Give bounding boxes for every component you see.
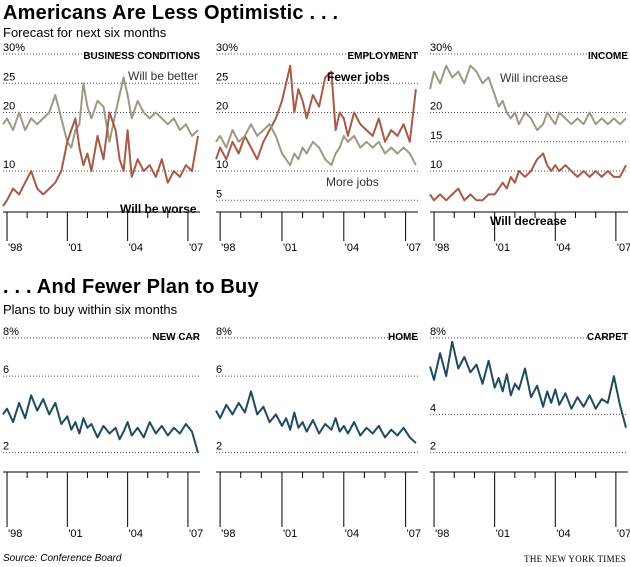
y-tick-label-home-1: 6	[216, 364, 222, 376]
x-tick-label-income-0: '98	[435, 242, 449, 254]
chart-title-income: INCOME	[588, 51, 628, 62]
x-tick-label-carpet-0: '98	[435, 528, 449, 540]
y-tick-label-business-3: 10	[3, 159, 15, 171]
y-tick-label-newcar-2: 2	[3, 441, 9, 453]
series-line-carpet-0	[429, 340, 627, 429]
y-tick-label-income-3: 10	[430, 159, 442, 171]
y-tick-label-income-2: 15	[430, 130, 442, 142]
x-tick-label-income-1: '01	[496, 242, 510, 254]
publisher-credit: THE NEW YORK TIMES	[524, 554, 626, 564]
x-tick-label-carpet-2: '04	[556, 528, 570, 540]
y-tick-label-income-0: 30%	[430, 42, 452, 54]
chart-panel-business: 30% 25 20 10 BUSINESS CONDITIONS '98 '01 '04 '07…	[2, 42, 203, 254]
x-tick-label-home-0: '98	[221, 528, 235, 540]
series-line-income-0	[429, 64, 627, 132]
series-line-employment-0	[215, 64, 417, 161]
x-tick-label-income-2: '04	[556, 242, 570, 254]
annotation-business-1: Will be worse	[120, 202, 197, 216]
y-tick-label-carpet-1: 4	[430, 402, 436, 414]
chart-title-employment: EMPLOYMENT	[347, 51, 418, 62]
x-tick-label-employment-2: '04	[345, 242, 359, 254]
subhead-forecast: Forecast for next six months	[3, 25, 167, 40]
y-tick-label-employment-4: 5	[216, 188, 222, 200]
y-tick-label-home-0: 8%	[216, 326, 232, 338]
y-tick-label-income-1: 20	[430, 101, 442, 113]
series-line-income-1	[429, 152, 627, 202]
headline-plans: . . . And Fewer Plan to Buy	[3, 276, 259, 298]
forecast-charts: 30% 25 20 10 BUSINESS CONDITIONS '98 '01 '04 '07…	[2, 42, 630, 254]
x-tick-label-newcar-1: '01	[68, 528, 82, 540]
series-line-employment-1	[215, 123, 417, 167]
x-tick-label-newcar-3: '07	[189, 528, 203, 540]
chart-panel-income: 30% 20 15 10 INCOME '98 '01 '04 '07 Will increase…	[429, 42, 630, 254]
annotation-employment-0: Fewer jobs	[327, 70, 390, 84]
x-tick-label-income-3: '07	[617, 242, 630, 254]
x-tick-label-business-3: '07	[189, 242, 203, 254]
y-tick-label-employment-0: 30%	[216, 42, 238, 54]
y-tick-label-employment-1: 25	[216, 71, 228, 83]
annotation-income-0: Will increase	[500, 71, 568, 85]
series-line-business-0	[2, 76, 199, 149]
series-line-newcar-0	[2, 394, 199, 453]
y-tick-label-home-2: 2	[216, 441, 222, 453]
y-tick-label-business-1: 25	[3, 71, 15, 83]
x-tick-label-employment-1: '01	[283, 242, 297, 254]
y-tick-label-business-0: 30%	[3, 42, 25, 54]
y-tick-label-carpet-0: 8%	[430, 326, 446, 338]
y-tick-label-carpet-2: 2	[430, 441, 436, 453]
x-tick-label-carpet-3: '07	[617, 528, 630, 540]
annotation-employment-1: More jobs	[326, 175, 379, 189]
chart-panel-employment: 30% 25 20 10 5 EMPLOYMENT '98 '01 '04 '07 Fewer jo…	[215, 42, 421, 254]
y-tick-label-newcar-1: 6	[3, 364, 9, 376]
y-tick-label-business-2: 20	[3, 101, 15, 113]
headline-optimism: Americans Are Less Optimistic . . .	[3, 2, 339, 24]
source-note: Source: Conference Board	[3, 553, 122, 564]
chart-title-home: HOME	[388, 332, 418, 343]
y-tick-label-employment-2: 20	[216, 101, 228, 113]
annotation-income-1: Will decrease	[490, 214, 567, 228]
x-tick-label-employment-0: '98	[221, 242, 235, 254]
x-tick-label-newcar-2: '04	[129, 528, 143, 540]
chart-title-newcar: NEW CAR	[152, 332, 201, 343]
x-tick-label-home-1: '01	[283, 528, 297, 540]
y-tick-label-newcar-0: 8%	[3, 326, 19, 338]
purchase-plan-charts: 8% 6 2 NEW CAR '98 '01 '04 '07 8% 6 2 HOME '98 '01 '04…	[2, 326, 630, 540]
subhead-plans: Plans to buy within six months	[3, 302, 178, 317]
chart-panel-home: 8% 6 2 HOME '98 '01 '04 '07	[215, 326, 421, 540]
x-tick-label-newcar-0: '98	[8, 528, 22, 540]
x-tick-label-business-2: '04	[129, 242, 143, 254]
chart-title-business: BUSINESS CONDITIONS	[83, 51, 200, 62]
chart-title-carpet: CARPET	[587, 332, 628, 343]
series-line-home-0	[215, 390, 417, 444]
annotation-business-0: Will be better	[128, 69, 198, 83]
x-tick-label-business-1: '01	[68, 242, 82, 254]
x-tick-label-home-3: '07	[407, 528, 421, 540]
x-tick-label-home-2: '04	[345, 528, 359, 540]
x-tick-label-employment-3: '07	[407, 242, 421, 254]
x-tick-label-business-0: '98	[8, 242, 22, 254]
series-line-business-1	[2, 111, 199, 207]
chart-panel-carpet: 8% 4 2 CARPET '98 '01 '04 '07	[429, 326, 630, 540]
chart-panel-newcar: 8% 6 2 NEW CAR '98 '01 '04 '07	[2, 326, 203, 540]
x-tick-label-carpet-1: '01	[496, 528, 510, 540]
y-tick-label-employment-3: 10	[216, 159, 228, 171]
